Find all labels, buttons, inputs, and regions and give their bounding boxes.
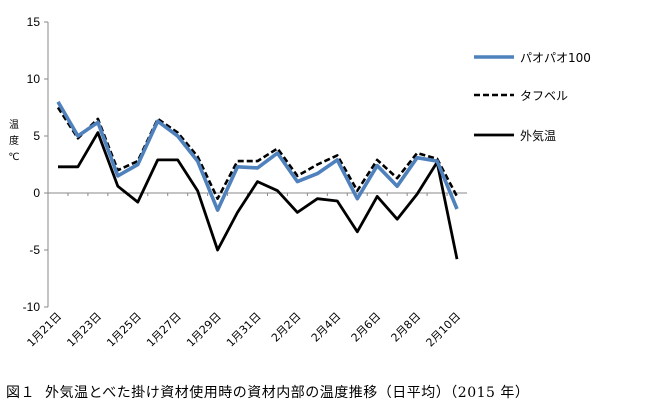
- y-tick-label: 0: [33, 186, 40, 200]
- legend-label: タフベル: [520, 89, 568, 103]
- figure-caption: 図１ 外気温とべた掛け資材使用時の資材内部の温度推移（日平均）（2015 年）: [6, 382, 529, 402]
- y-tick-label: 10: [27, 72, 41, 86]
- figure-title: 外気温とべた掛け資材使用時の資材内部の温度推移（日平均）（2015 年）: [45, 385, 530, 401]
- y-tick-label: -10: [23, 300, 41, 314]
- x-tick-label: 2月4日: [309, 310, 344, 345]
- y-label-char: 度: [9, 134, 19, 147]
- line-chart: -10 -5 0 5 10 15 1月21日 1月23日 1月25日 1月27日 1月29日 1月31…: [8, 15, 591, 350]
- chart-series: [56, 100, 459, 260]
- y-tick-label: -5: [29, 243, 40, 257]
- legend-label: パオパオ100: [520, 51, 591, 65]
- series-line-3: [58, 131, 459, 260]
- x-tick-label: 2月8日: [389, 310, 424, 345]
- y-tick-label: 5: [33, 129, 40, 143]
- x-tick-label: 1月25日: [104, 310, 144, 350]
- series-line-2: [56, 106, 459, 200]
- y-tick-label: 15: [27, 15, 41, 29]
- x-tick-label: 2月6日: [349, 310, 384, 345]
- legend-label: 外気温: [520, 128, 556, 143]
- x-tick-label: 2月2日: [269, 310, 304, 345]
- x-tick-label: 1月29日: [184, 310, 224, 350]
- x-tick-label: 1月31日: [224, 310, 264, 350]
- y-axis-label: 温度 ℃: [8, 119, 19, 163]
- figure-number: 図１: [6, 385, 35, 401]
- x-tick-label: 2月10日: [424, 310, 464, 350]
- x-tick-label: 1月21日: [24, 310, 64, 350]
- y-label-char: 温: [9, 119, 19, 131]
- series-line-1: [56, 100, 459, 212]
- x-tick-label: 1月23日: [64, 310, 104, 350]
- y-label-char: ℃: [8, 152, 19, 163]
- x-tick-label: 1月27日: [144, 310, 184, 350]
